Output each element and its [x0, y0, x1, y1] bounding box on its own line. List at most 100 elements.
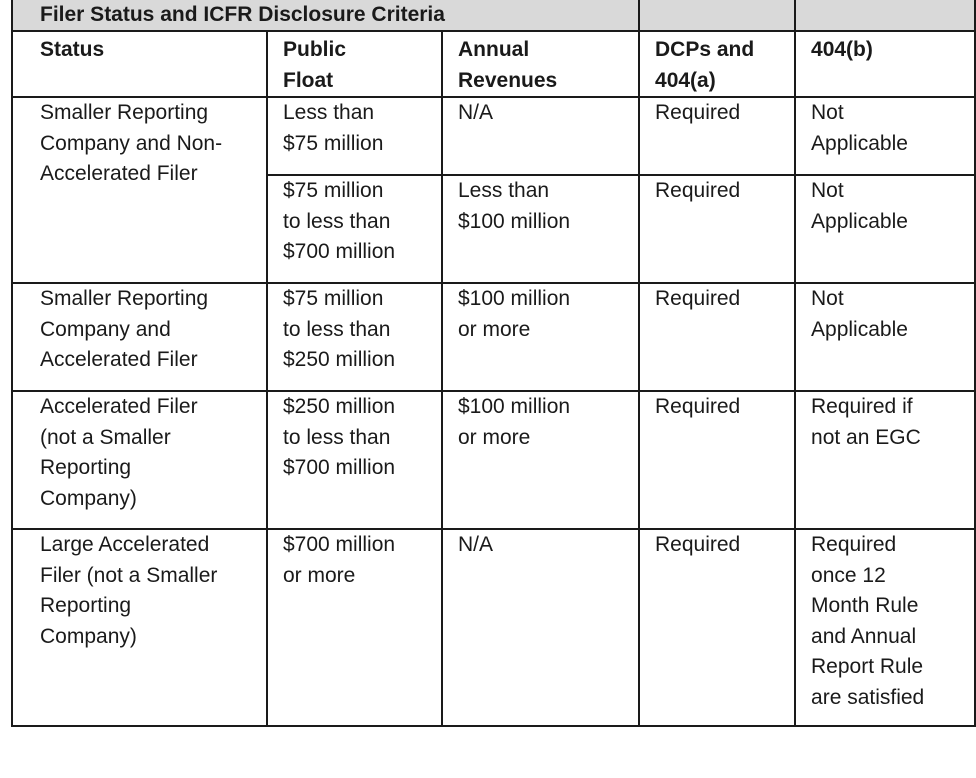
cell-line: Month Rule — [811, 594, 919, 617]
cell-dcps: Required — [638, 528, 797, 727]
cell-line: $700 million — [283, 240, 396, 263]
cell-404b: Required if not an EGC — [794, 390, 976, 530]
cell-line: Not — [811, 287, 844, 310]
cell-line: Required if — [811, 395, 913, 418]
cell-line: Accelerated Filer — [40, 395, 198, 418]
cell-line: Applicable — [811, 209, 908, 233]
header-line: Float — [283, 68, 334, 92]
header-public-float: Public Float — [266, 30, 443, 98]
cell-line: to less than — [283, 425, 391, 449]
cell-line: N/A — [458, 101, 494, 124]
cell-404b: Required once 12 Month Rule and Annual R… — [794, 528, 976, 727]
header-dcps-404a: DCPs and 404(a) — [638, 30, 797, 98]
cell-line: (not a Smaller — [40, 425, 171, 449]
cell-line: Filer (not a Smaller — [40, 563, 218, 587]
cell-line: Applicable — [811, 317, 908, 341]
cell-line: or more — [283, 563, 356, 587]
title-row-empty-cell — [794, 0, 976, 32]
cell-line: Not — [811, 179, 844, 202]
cell-line: $250 million — [283, 348, 396, 371]
filer-status-table: Filer Status and ICFR Disclosure Criteri… — [10, 0, 976, 727]
cell-dcps: Required — [638, 390, 797, 530]
cell-line: Company and — [40, 317, 171, 341]
header-annual-revenues: Annual Revenues — [440, 30, 641, 98]
table-row: Large Accelerated Filer (not a Smaller R… — [11, 528, 976, 727]
cell-line: not an EGC — [811, 425, 921, 449]
cell-annual-revenues: N/A — [440, 528, 641, 727]
cell-dcps: Required — [638, 174, 797, 284]
cell-line: $75 million — [283, 287, 384, 310]
cell-line: Less than — [283, 101, 375, 124]
cell-line: Reporting — [40, 594, 132, 617]
cell-line: and Annual — [811, 624, 917, 648]
cell-line: Required — [655, 179, 741, 202]
column-header-row: Status Public Float Annual Revenues DCPs… — [11, 30, 976, 98]
table-row: $75 million to less than $700 million Le… — [12, 174, 976, 284]
table-title-row: Filer Status and ICFR Disclosure Criteri… — [10, 0, 976, 32]
table-row: Accelerated Filer (not a Smaller Reporti… — [11, 390, 976, 530]
cell-line: Large Accelerated — [40, 533, 210, 556]
header-status: Status — [11, 30, 268, 98]
cell-status: Smaller Reporting Company and Accelerate… — [11, 282, 268, 392]
cell-line: Smaller Reporting — [40, 101, 209, 124]
cell-line: Applicable — [811, 131, 908, 155]
cell-public-float: $250 million to less than $700 million — [266, 390, 443, 530]
table-title: Filer Status and ICFR Disclosure Criteri… — [10, 0, 641, 32]
cell-404b: Not Applicable — [794, 174, 976, 284]
cell-line: are satisfied — [811, 685, 925, 709]
cell-line: Company) — [40, 486, 137, 510]
cell-line: to less than — [283, 317, 391, 341]
cell-line: $75 million — [283, 179, 384, 202]
cell-dcps: Required — [638, 282, 797, 392]
header-line: Annual — [458, 38, 530, 61]
cell-line: Company) — [40, 624, 137, 648]
cell-line: N/A — [458, 533, 494, 556]
cell-line: Required — [655, 101, 741, 124]
cell-line: $700 million — [283, 533, 396, 556]
header-line: 404(b) — [811, 38, 873, 61]
cell-annual-revenues: Less than $100 million — [440, 174, 641, 284]
table-row: Smaller Reporting Company and Accelerate… — [11, 282, 976, 392]
cell-public-float: $700 million or more — [266, 528, 443, 727]
cell-line: Reporting — [40, 456, 132, 479]
cell-line: Required — [655, 287, 741, 310]
cell-line: Required — [655, 533, 741, 556]
header-line: Revenues — [458, 68, 558, 92]
cell-annual-revenues: $100 million or more — [440, 390, 641, 530]
cell-line: $100 million — [458, 209, 571, 233]
cell-public-float: $75 million to less than $700 million — [266, 174, 443, 284]
title-row-empty-cell — [638, 0, 797, 32]
cell-dcps: Required — [638, 96, 797, 176]
cell-line: Not — [811, 101, 844, 124]
cell-line: $250 million — [283, 395, 396, 418]
cell-line: $75 million — [283, 131, 384, 155]
cell-annual-revenues: $100 million or more — [440, 282, 641, 392]
cell-line: Accelerated Filer — [40, 348, 198, 371]
cell-annual-revenues: N/A — [440, 96, 641, 176]
cell-line: $100 million — [458, 395, 571, 418]
cell-status: Large Accelerated Filer (not a Smaller R… — [11, 528, 268, 727]
header-line: DCPs and — [655, 38, 755, 61]
cell-status: Smaller Reporting Company and Non- Accel… — [11, 96, 268, 284]
header-line: Status — [40, 38, 105, 61]
cell-line: $700 million — [283, 456, 396, 479]
cell-line: or more — [458, 317, 531, 341]
cell-line: Company and Non- — [40, 131, 223, 155]
cell-line: once 12 — [811, 563, 886, 587]
cell-public-float: $75 million to less than $250 million — [266, 282, 443, 392]
header-line: 404(a) — [655, 68, 716, 92]
table-row: Smaller Reporting Company and Non- Accel… — [11, 96, 976, 284]
cell-line: $100 million — [458, 287, 571, 310]
cell-line: or more — [458, 425, 531, 449]
header-line: Public — [283, 38, 347, 61]
cell-line: Required — [811, 533, 897, 556]
cell-public-float: Less than $75 million — [266, 96, 443, 176]
cell-line: Less than — [458, 179, 550, 202]
cell-line: to less than — [283, 209, 391, 233]
cell-line: Accelerated Filer — [40, 162, 198, 185]
cell-status: Accelerated Filer (not a Smaller Reporti… — [11, 390, 268, 530]
cell-line: Required — [655, 395, 741, 418]
cell-404b: Not Applicable — [794, 282, 976, 392]
cell-line: Smaller Reporting — [40, 287, 209, 310]
cell-line: Report Rule — [811, 655, 924, 678]
